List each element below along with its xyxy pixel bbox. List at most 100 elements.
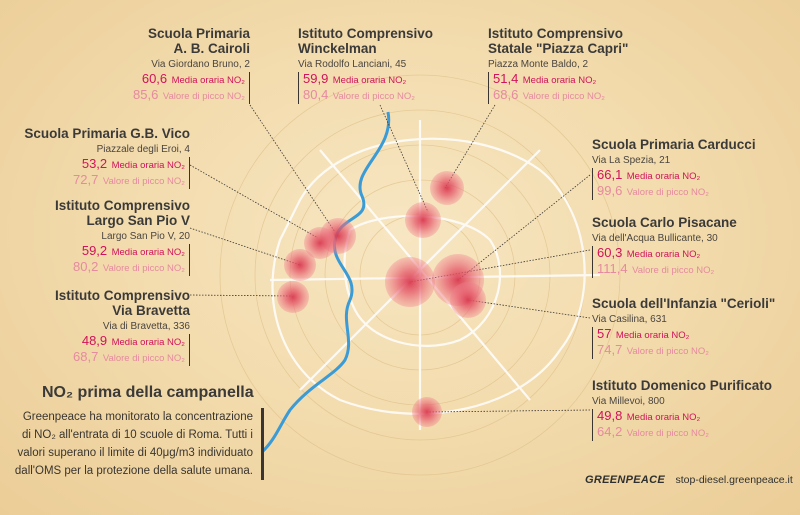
hourly-average: 59,9 Media oraria NO₂ [303,72,433,88]
school-purificato: Istituto Domenico Purificato Via Millevoi… [592,378,772,441]
peak-label: Valore di picco NO₂ [332,91,415,102]
school-carducci: Scuola Primaria Carducci Via La Spezia, 2… [592,137,756,200]
school-values: 60,6 Media oraria NO₂ 85,6 Valore di picc… [120,72,250,104]
school-name: Scuola Primaria G.B. Vico [24,126,190,141]
tiber-river [260,111,391,454]
avg-label: Media oraria NO₂ [332,75,407,86]
peak-label: Valore di picco NO₂ [632,265,715,276]
peak-label: Valore di picco NO₂ [522,91,605,102]
bubble-vico [304,227,336,259]
leader-lines [189,104,591,413]
school-name: Istituto Comprensivo Winckelman [298,26,434,56]
peak-value: 99,6 Valore di picco NO₂ [597,184,756,200]
peak-label: Valore di picco NO₂ [102,176,185,187]
peak-value: 68,7 Valore di picco NO₂ [30,350,185,366]
avg-label: Media oraria NO₂ [171,75,245,86]
peak-value: 85,6 Valore di picco NO₂ [120,88,245,104]
peak-label: Valore di picco NO₂ [102,353,185,364]
avg-label: Media oraria NO₂ [111,337,185,348]
peak-number: 80,4 [303,87,329,102]
peak-label: Valore di picco NO₂ [102,263,185,274]
peak-number: 85,6 [133,87,159,102]
peak-value: 72,7 Valore di picco NO₂ [0,173,185,189]
avg-number: 66,1 [597,167,623,182]
peak-value: 64,2 Valore di picco NO₂ [597,425,772,441]
school-bravetta: Istituto Comprensivo Via Bravetta Via di … [30,288,190,366]
avg-number: 60,6 [141,71,168,86]
hourly-average: 51,4 Media oraria NO₂ [493,72,628,88]
hourly-average: 48,9 Media oraria NO₂ [30,334,185,350]
bubble-pisacane [385,257,435,307]
school-values: 60,3 Media oraria NO₂ 111,4 Valore di pic… [592,246,737,278]
hourly-average: 49,8 Media oraria NO₂ [597,409,772,425]
school-address: Via La Spezia, 21 [592,155,671,166]
peak-label: Valore di picco NO₂ [162,91,245,102]
school-name: Istituto Comprensivo Largo San Pio V [54,198,190,228]
school-address: Via Millevoi, 800 [592,396,665,407]
bubble-bravetta [277,281,309,313]
bubble-winckelman [405,202,441,238]
school-piazza-capri: Istituto Comprensivo Statale "Piazza Cap… [488,26,628,104]
avg-label: Media oraria NO₂ [111,160,185,171]
school-address: Piazza Monte Baldo, 2 [488,59,589,70]
avg-label: Media oraria NO₂ [615,330,690,341]
peak-number: 80,2 [73,259,99,274]
peak-label: Valore di picco NO₂ [626,187,709,198]
peak-label: Valore di picco NO₂ [626,428,709,439]
school-values: 59,9 Media oraria NO₂ 80,4 Valore di picc… [298,72,433,104]
intro-body: Greenpeace ha monitorato la concentrazio… [14,408,264,480]
peak-label: Valore di picco NO₂ [626,346,709,357]
school-address: Via dell'Acqua Bullicante, 30 [592,233,718,244]
peak-number: 68,6 [493,87,519,102]
school-address: Piazzale degli Eroi, 4 [96,144,190,155]
school-vico: Scuola Primaria G.B. Vico Piazzale degli … [0,126,190,189]
footer-url[interactable]: stop-diesel.greenpeace.it [675,474,793,486]
avg-label: Media oraria NO₂ [111,247,185,258]
avg-label: Media oraria NO₂ [626,412,701,423]
school-winckelman: Istituto Comprensivo Winckelman Via Rodol… [298,26,433,104]
school-cairoli: Scuola Primaria A. B. Cairoli Via Giordan… [120,26,250,104]
avg-number: 60,3 [597,245,623,260]
peak-number: 68,7 [73,349,99,364]
school-name: Istituto Comprensivo Via Bravetta [54,288,190,318]
pollution-bubbles [277,171,486,427]
peak-number: 72,7 [73,172,99,187]
peak-value: 74,7 Valore di picco NO₂ [597,343,775,359]
school-name: Scuola Primaria Carducci [592,137,756,152]
hourly-average: 53,2 Media oraria NO₂ [0,157,185,173]
avg-label: Media oraria NO₂ [522,75,597,86]
school-values: 49,8 Media oraria NO₂ 64,2 Valore di picc… [592,409,772,441]
school-pisacane: Scuola Carlo Pisacane Via dell'Acqua Bull… [592,215,737,278]
school-name: Istituto Comprensivo Statale "Piazza Cap… [488,26,629,56]
hourly-average: 66,1 Media oraria NO₂ [597,168,756,184]
school-values: 66,1 Media oraria NO₂ 99,6 Valore di picc… [592,168,756,200]
peak-value: 80,4 Valore di picco NO₂ [303,88,433,104]
school-address: Via di Bravetta, 336 [102,321,190,332]
bubble-san-pio [284,249,316,281]
bubble-capri [430,171,464,205]
avg-number: 59,2 [81,243,108,258]
school-cerioli: Scuola dell'Infanzia "Cerioli" Via Casili… [592,296,775,359]
avg-number: 53,2 [81,156,108,171]
school-address: Via Giordano Bruno, 2 [151,59,250,70]
greenpeace-logo: GREENPEACE [585,474,666,486]
avg-number: 51,4 [493,71,519,86]
school-values: 59,2 Media oraria NO₂ 80,2 Valore di picc… [30,244,190,276]
bubble-cerioli [450,282,486,318]
hourly-average: 60,3 Media oraria NO₂ [597,246,737,262]
peak-number: 99,6 [597,183,623,198]
school-values: 51,4 Media oraria NO₂ 68,6 Valore di picc… [488,72,628,104]
school-name: Istituto Domenico Purificato [592,378,773,393]
school-name: Scuola Carlo Pisacane [592,215,737,230]
peak-number: 64,2 [597,424,623,439]
school-values: 53,2 Media oraria NO₂ 72,7 Valore di picc… [0,157,190,189]
school-name: Scuola dell'Infanzia "Cerioli" [592,296,776,311]
avg-number: 59,9 [303,71,329,86]
school-values: 57 Media oraria NO₂ 74,7 Valore di picco … [592,327,775,359]
peak-value: 68,6 Valore di picco NO₂ [493,88,628,104]
peak-value: 111,4 Valore di picco NO₂ [597,262,737,278]
hourly-average: 60,6 Media oraria NO₂ [120,72,245,88]
hourly-average: 57 Media oraria NO₂ [597,327,775,343]
avg-number: 49,8 [597,408,623,423]
